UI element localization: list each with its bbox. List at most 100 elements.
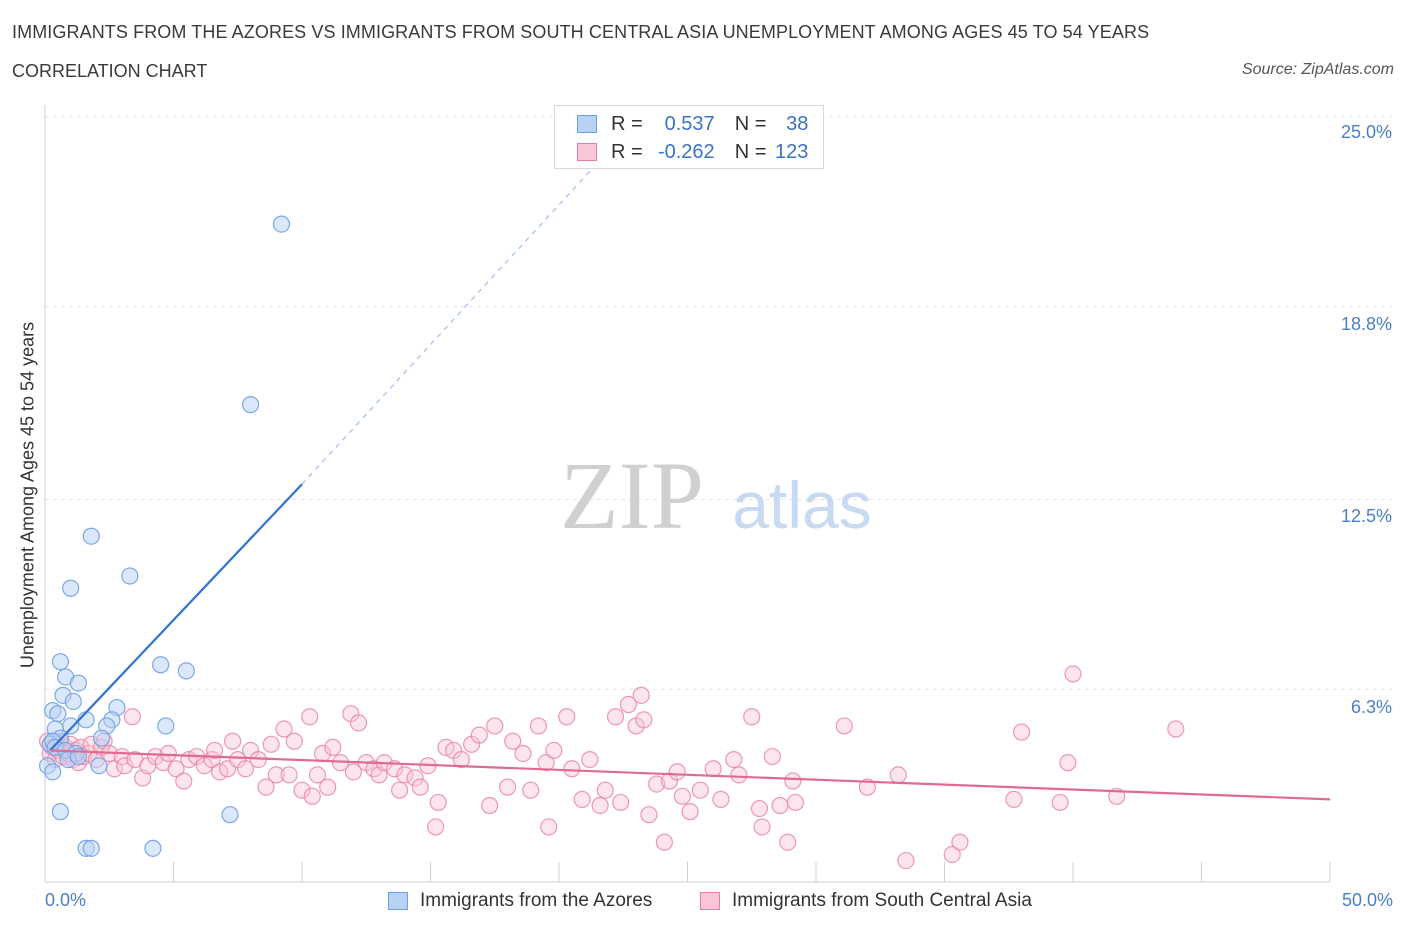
y-tick-label: 25.0% xyxy=(1340,122,1392,142)
data-point-azores xyxy=(272,215,291,233)
data-point-south-central-asia xyxy=(558,708,576,726)
watermark-atlas: atlas xyxy=(732,468,871,542)
data-point-south-central-asia xyxy=(349,714,368,732)
data-point-south-central-asia xyxy=(712,790,730,808)
data-point-azores xyxy=(92,729,111,747)
data-point-south-central-asia xyxy=(655,833,673,851)
data-point-south-central-asia xyxy=(1059,754,1077,772)
data-point-azores xyxy=(82,527,100,545)
data-point-south-central-asia xyxy=(308,766,327,784)
data-point-south-central-asia xyxy=(1167,720,1185,738)
data-point-south-central-asia xyxy=(730,766,748,784)
data-point-south-central-asia xyxy=(452,750,470,769)
data-point-south-central-asia xyxy=(681,803,699,821)
source-credit: Source: ZipAtlas.com xyxy=(1241,61,1394,78)
data-point-south-central-asia xyxy=(591,796,609,815)
data-point-azores xyxy=(144,839,162,857)
data-point-south-central-asia xyxy=(116,757,134,775)
x-tick-label: 50.0% xyxy=(1341,890,1393,910)
data-point-south-central-asia xyxy=(123,708,141,726)
data-point-south-central-asia xyxy=(858,778,877,796)
data-point-south-central-asia xyxy=(750,799,769,818)
data-point-south-central-asia xyxy=(743,708,761,726)
correlation-legend: R = 0.537 N = 38 R = -0.262 N = 123 xyxy=(554,105,824,169)
legend-row-azores: R = 0.537 N = 38 xyxy=(577,112,808,136)
data-point-south-central-asia xyxy=(779,833,797,851)
data-point-south-central-asia xyxy=(303,787,321,805)
data-point-south-central-asia xyxy=(581,750,599,769)
chart-subtitle: CORRELATION CHART xyxy=(12,61,208,81)
data-point-south-central-asia xyxy=(206,741,224,760)
data-point-south-central-asia xyxy=(406,769,424,787)
y-tick-label: 18.8% xyxy=(1340,314,1392,334)
data-point-south-central-asia xyxy=(889,766,907,784)
data-point-south-central-asia xyxy=(771,796,789,815)
data-point-south-central-asia xyxy=(786,793,805,812)
series-name: Immigrants from the Azores xyxy=(420,890,653,911)
data-point-south-central-asia xyxy=(486,717,504,735)
data-point-south-central-asia xyxy=(563,760,581,778)
data-point-azores xyxy=(242,396,260,414)
data-point-south-central-asia xyxy=(236,760,255,778)
data-point-south-central-asia xyxy=(504,732,522,750)
data-point-south-central-asia xyxy=(481,796,499,815)
legend-swatch-blue xyxy=(388,892,408,910)
data-point-south-central-asia xyxy=(275,720,293,738)
legend-swatch-pink xyxy=(577,143,597,161)
r-label: R = xyxy=(611,112,643,135)
n-value: 123 xyxy=(775,140,809,163)
data-point-south-central-asia xyxy=(257,778,275,796)
data-point-south-central-asia xyxy=(1064,665,1082,683)
data-point-azores xyxy=(82,839,100,857)
trend-line-south-central-asia xyxy=(50,749,1331,801)
data-point-south-central-asia xyxy=(293,781,311,799)
data-point-south-central-asia xyxy=(391,781,409,799)
data-point-south-central-asia xyxy=(640,806,658,824)
r-value: -0.262 xyxy=(657,140,715,163)
data-point-south-central-asia xyxy=(619,695,637,714)
data-point-azores xyxy=(62,579,80,597)
data-point-azores xyxy=(221,806,239,824)
series-legend-south-central-asia: Immigrants from South Central Asia xyxy=(700,890,1032,912)
data-point-south-central-asia xyxy=(537,754,555,772)
data-point-south-central-asia xyxy=(612,793,630,812)
data-point-south-central-asia xyxy=(545,741,563,760)
data-point-south-central-asia xyxy=(529,717,548,735)
data-point-south-central-asia xyxy=(673,787,691,805)
data-point-azores xyxy=(64,692,82,711)
data-point-south-central-asia xyxy=(285,732,303,750)
data-point-azores xyxy=(121,567,139,585)
series-south-central-asia xyxy=(38,665,1185,870)
r-value: 0.537 xyxy=(664,112,715,135)
data-point-south-central-asia xyxy=(648,775,666,793)
legend-swatch-pink xyxy=(700,892,720,910)
data-point-azores xyxy=(152,656,170,674)
data-point-south-central-asia xyxy=(943,845,961,864)
legend-swatch-blue xyxy=(577,115,597,133)
series-legend-azores: Immigrants from the Azores xyxy=(388,890,652,912)
data-point-south-central-asia xyxy=(1051,793,1069,812)
data-point-azores xyxy=(69,674,88,692)
data-point-south-central-asia xyxy=(897,851,915,870)
data-point-south-central-asia xyxy=(596,781,614,799)
data-point-south-central-asia xyxy=(396,766,414,784)
n-label: N = xyxy=(734,112,767,135)
data-point-south-central-asia xyxy=(267,766,285,784)
data-point-south-central-asia xyxy=(725,750,743,769)
chart-title: IMMIGRANTS FROM THE AZORES VS IMMIGRANTS… xyxy=(12,22,1150,42)
data-point-azores xyxy=(90,757,108,775)
n-label: N = xyxy=(734,140,767,163)
data-point-south-central-asia xyxy=(668,763,686,781)
data-point-azores xyxy=(157,717,175,735)
data-point-south-central-asia xyxy=(427,818,445,836)
data-point-south-central-asia xyxy=(175,772,193,790)
data-point-south-central-asia xyxy=(951,833,969,851)
data-point-south-central-asia xyxy=(753,818,771,836)
data-point-south-central-asia xyxy=(159,744,177,763)
data-point-azores xyxy=(51,803,70,821)
data-point-south-central-asia xyxy=(344,763,362,781)
data-point-south-central-asia xyxy=(301,708,319,726)
data-point-south-central-asia xyxy=(262,735,280,753)
data-point-south-central-asia xyxy=(1012,723,1031,741)
